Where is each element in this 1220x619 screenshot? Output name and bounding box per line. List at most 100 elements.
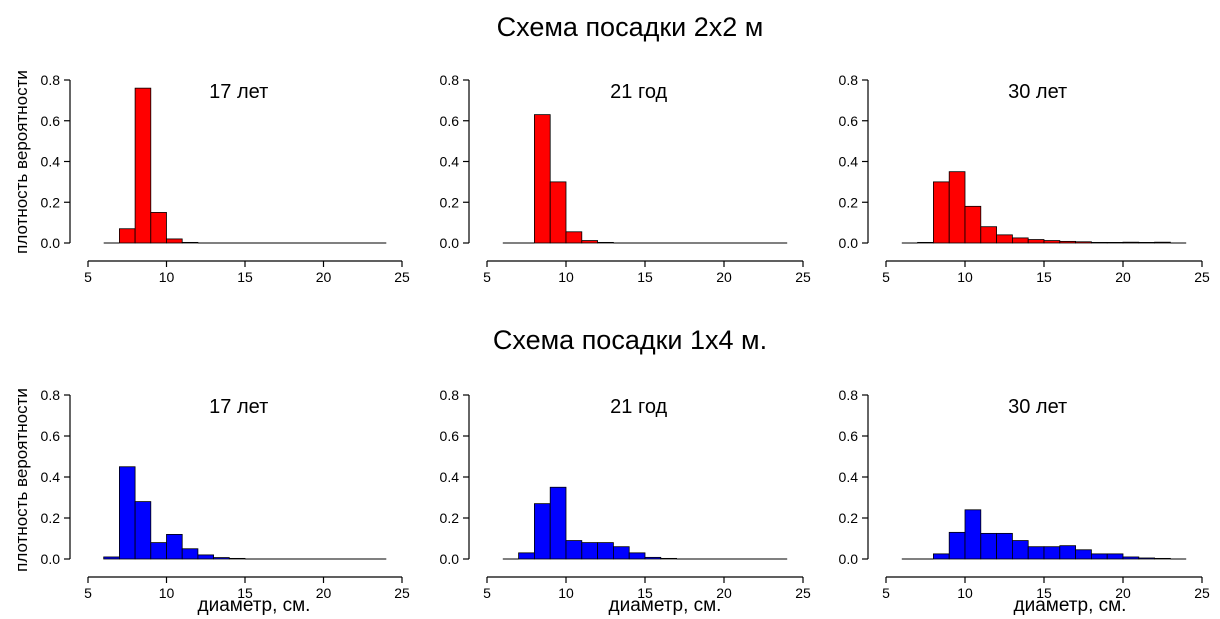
- panel-5-y-tick-label-1: 0.0: [440, 551, 460, 567]
- panel-2-bar-2: [534, 114, 551, 244]
- panel-3-bar-2: [917, 241, 934, 244]
- panel-1-bar-4: [150, 212, 167, 244]
- panel-6-x-tick-label-1: 5: [882, 585, 890, 601]
- panel-5-age-label: 21 год: [610, 396, 667, 418]
- panel-3-bar-3: [933, 181, 950, 244]
- panel-2-x-tick-label-1: 5: [483, 269, 491, 285]
- x-axis-label-1: диаметр, см.: [197, 595, 311, 616]
- panel-4-bar-4: [150, 542, 167, 560]
- panel-6-bar-7: [1012, 540, 1029, 560]
- panel-3-x-tick-label-5: 25: [1194, 269, 1210, 285]
- panel-1-x-tick-label-4: 20: [316, 269, 332, 285]
- panel-6-y-tick-label-2: 0.2: [839, 510, 859, 526]
- panel-5-bar-5: [565, 540, 583, 560]
- panel-6-y-tick-label-5: 0.8: [839, 387, 859, 403]
- panel-3-bar-10: [1043, 240, 1061, 244]
- panel-6-y-tick-label-3: 0.4: [839, 469, 859, 485]
- panel-6-y-tick-label-4: 0.6: [839, 428, 859, 444]
- row-title-1x4: Схема посадки 1х4 м.: [492, 325, 768, 355]
- panel-6-y-tick-label-1: 0.0: [839, 551, 859, 567]
- panel-3-x-tick-label-1: 5: [882, 269, 890, 285]
- panel-4-y-tick-label-4: 0.6: [41, 428, 61, 444]
- panel-5-x-tick-label-5: 25: [795, 585, 811, 601]
- x-axis-label-3: диаметр, см.: [1013, 595, 1127, 616]
- row-title-2x2: Схема посадки 2х2 м: [496, 12, 764, 42]
- panel-1-y-tick-label-5: 0.8: [41, 72, 61, 88]
- panel-5-x-tick-label-1: 5: [483, 585, 491, 601]
- panel-6-bar-11: [1075, 549, 1092, 560]
- panel-5-bar-4: [549, 486, 567, 560]
- panel-2-age-label: 21 год: [610, 81, 667, 103]
- panel-3-y-tick-label-3: 0.4: [839, 154, 859, 170]
- x-axis-label-2: диаметр, см.: [608, 595, 722, 616]
- panel-5-bar-7: [597, 542, 614, 560]
- panel-5-y-tick-label-3: 0.4: [440, 469, 460, 485]
- panel-6-bar-3: [948, 531, 966, 560]
- panel-2-y-tick-label-5: 0.8: [440, 72, 460, 88]
- panel-5-bar-3: [534, 503, 551, 560]
- panel-5-bar-6: [581, 542, 598, 560]
- panel-5-y-tick-label-4: 0.6: [440, 428, 460, 444]
- panel-4-y-tick-label-3: 0.4: [41, 469, 61, 485]
- panel-5-bar-9: [628, 552, 646, 560]
- panel-6-x-tick-label-4: 20: [1115, 585, 1131, 601]
- panel-1-bar-2: [119, 228, 136, 244]
- y-axis-label-top: плотность вероятности: [12, 70, 31, 254]
- panel-4-y-tick-label-2: 0.2: [41, 510, 61, 526]
- panel-3-x-tick-label-3: 15: [1036, 269, 1052, 285]
- panel-6-bar-13: [1106, 553, 1124, 560]
- panel-5-bar-2: [518, 552, 535, 560]
- panel-4-bar-2: [119, 466, 136, 560]
- panel-4-bar-9: [228, 557, 246, 560]
- panel-6-bar-16: [1154, 557, 1171, 560]
- panel-3-bar-5: [964, 205, 982, 244]
- panel-3-bar-17: [1154, 241, 1171, 244]
- panel-4-bar-8: [213, 557, 230, 560]
- panel-6-x-tick-label-5: 25: [1194, 585, 1210, 601]
- panel-2-y-tick-label-4: 0.6: [440, 113, 460, 129]
- panel-6-bar-14: [1122, 556, 1140, 560]
- panel-5-x-tick-label-3: 15: [637, 585, 653, 601]
- panel-3-y-tick-label-5: 0.8: [839, 72, 859, 88]
- panel-6-bar-6: [996, 532, 1013, 560]
- panel-2-bar-4: [565, 231, 583, 244]
- panel-1-bar-6: [181, 241, 199, 244]
- panel-3-bar-6: [980, 226, 997, 244]
- panel-6-age-label: 30 лет: [1008, 396, 1067, 418]
- panel-3-bar-7: [996, 234, 1013, 244]
- panel-5-bar-8: [613, 546, 630, 560]
- panel-4-bar-3: [134, 501, 152, 560]
- panel-6-bar-15: [1138, 557, 1156, 560]
- panel-3-y-tick-label-2: 0.2: [839, 194, 859, 210]
- panel-3-bar-14: [1106, 241, 1124, 244]
- panel-5-bar-10: [644, 556, 662, 560]
- panel-3-y-tick-label-1: 0.0: [839, 235, 859, 251]
- panel-4-y-tick-label-5: 0.8: [41, 387, 61, 403]
- panel-4-bar-7: [197, 554, 214, 560]
- panel-2-y-tick-label-1: 0.0: [440, 235, 460, 251]
- panel-4-bar-6: [181, 548, 199, 560]
- panel-4-y-tick-label-1: 0.0: [41, 551, 61, 567]
- panel-3-y-tick-label-4: 0.6: [839, 113, 859, 129]
- panel-2-y-tick-label-2: 0.2: [440, 194, 460, 210]
- panel-2-y-tick-label-3: 0.4: [440, 154, 460, 170]
- panel-1-bar-3: [134, 87, 152, 244]
- panel-4-bar-1: [103, 556, 120, 560]
- panel-6-bar-9: [1043, 546, 1061, 560]
- panel-2-bar-6: [597, 241, 614, 244]
- panel-1-bar-5: [166, 238, 183, 244]
- panel-4-x-tick-label-5: 25: [394, 585, 410, 601]
- panel-6-bar-8: [1027, 546, 1045, 560]
- panel-4-x-tick-label-2: 10: [159, 585, 175, 601]
- y-axis-label-bottom: плотность вероятности: [12, 388, 31, 572]
- panel-3-bar-12: [1075, 241, 1092, 244]
- panel-3-bar-15: [1122, 241, 1140, 244]
- panel-3-x-tick-label-4: 20: [1115, 269, 1131, 285]
- panel-1-x-tick-label-2: 10: [159, 269, 175, 285]
- panel-6-x-tick-label-2: 10: [957, 585, 973, 601]
- panel-2-bar-3: [549, 181, 567, 244]
- panel-2-x-tick-label-5: 25: [795, 269, 811, 285]
- panel-1-age-label: 17 лет: [209, 81, 268, 103]
- panel-3-bar-13: [1091, 241, 1108, 244]
- panel-5-y-tick-label-2: 0.2: [440, 510, 460, 526]
